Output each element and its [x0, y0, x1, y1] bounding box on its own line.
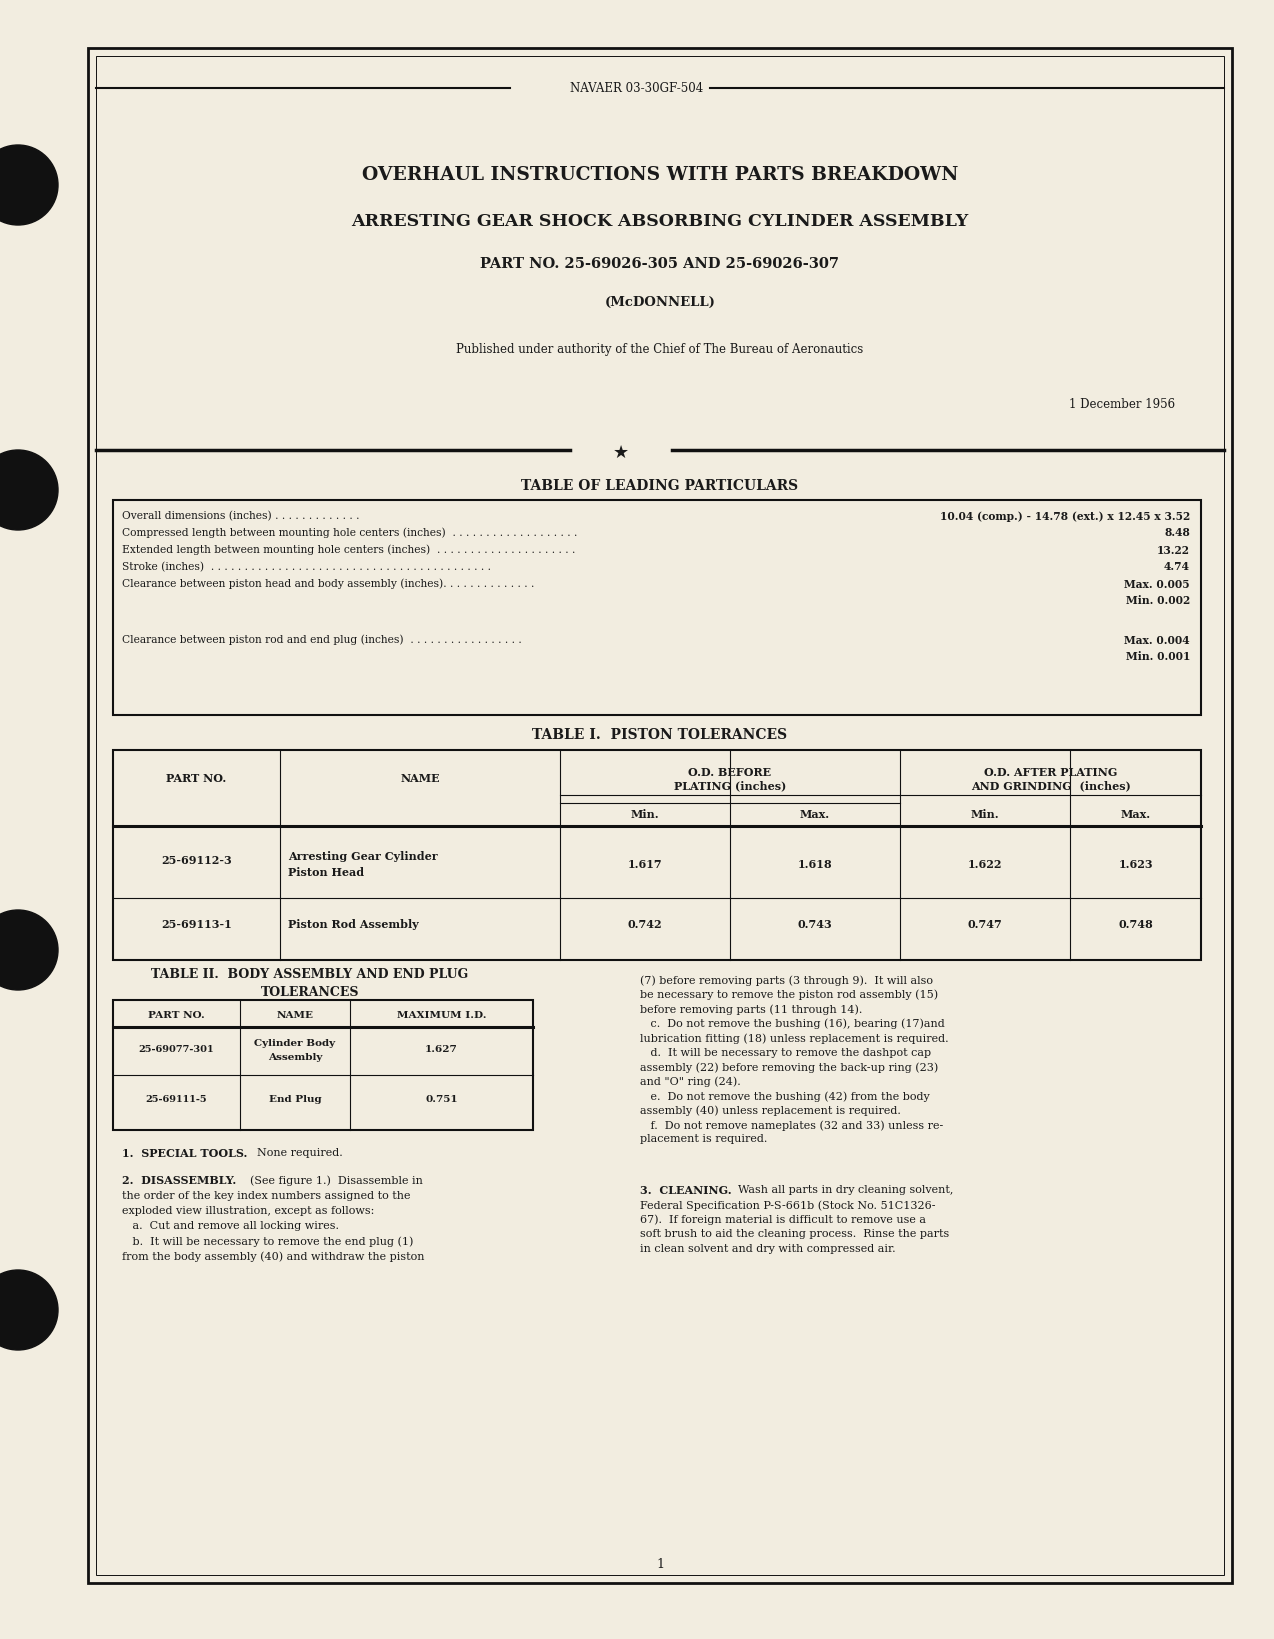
Text: 1: 1: [656, 1559, 664, 1572]
Text: 1 December 1956: 1 December 1956: [1069, 398, 1175, 411]
Text: 25-69112-3: 25-69112-3: [161, 854, 232, 865]
Text: ARRESTING GEAR SHOCK ABSORBING CYLINDER ASSEMBLY: ARRESTING GEAR SHOCK ABSORBING CYLINDER …: [352, 213, 968, 231]
Text: (McDONNELL): (McDONNELL): [605, 295, 716, 308]
Text: ★: ★: [613, 444, 629, 462]
Text: Max.: Max.: [800, 808, 831, 820]
Text: 1.622: 1.622: [968, 859, 1003, 870]
Circle shape: [0, 144, 59, 225]
Text: Extended length between mounting hole centers (inches)  . . . . . . . . . . . . : Extended length between mounting hole ce…: [122, 544, 576, 556]
Text: and "O" ring (24).: and "O" ring (24).: [640, 1077, 740, 1087]
Text: TABLE OF LEADING PARTICULARS: TABLE OF LEADING PARTICULARS: [521, 479, 799, 493]
Text: TOLERANCES: TOLERANCES: [261, 985, 359, 998]
Text: 1.617: 1.617: [628, 859, 662, 870]
Text: 13.22: 13.22: [1157, 544, 1190, 556]
Text: 3.  CLEANING.: 3. CLEANING.: [640, 1185, 731, 1196]
Text: 0.751: 0.751: [426, 1095, 457, 1105]
Text: AND GRINDING  (inches): AND GRINDING (inches): [971, 780, 1130, 792]
Text: the order of the key index numbers assigned to the: the order of the key index numbers assig…: [122, 1192, 410, 1201]
Bar: [113, 1000, 533, 1129]
Text: (See figure 1.)  Disassemble in: (See figure 1.) Disassemble in: [250, 1175, 423, 1185]
Text: Stroke (inches)  . . . . . . . . . . . . . . . . . . . . . . . . . . . . . . . .: Stroke (inches) . . . . . . . . . . . . …: [122, 562, 490, 572]
Text: Max.: Max.: [1120, 808, 1150, 820]
Text: NAME: NAME: [276, 1011, 313, 1021]
Text: 67).  If foreign material is difficult to remove use a: 67). If foreign material is difficult to…: [640, 1214, 926, 1224]
Text: End Plug: End Plug: [269, 1095, 321, 1105]
Text: (7) before removing parts (3 through 9).  It will also: (7) before removing parts (3 through 9).…: [640, 975, 933, 985]
Text: assembly (40) unless replacement is required.: assembly (40) unless replacement is requ…: [640, 1105, 901, 1116]
Text: e.  Do not remove the bushing (42) from the body: e. Do not remove the bushing (42) from t…: [640, 1092, 930, 1101]
Text: Max. 0.005: Max. 0.005: [1125, 579, 1190, 590]
Text: lubrication fitting (18) unless replacement is required.: lubrication fitting (18) unless replacem…: [640, 1033, 949, 1044]
Text: 0.747: 0.747: [968, 918, 1003, 929]
Text: 10.04 (comp.) - 14.78 (ext.) x 12.45 x 3.52: 10.04 (comp.) - 14.78 (ext.) x 12.45 x 3…: [940, 510, 1190, 521]
Text: NAME: NAME: [400, 774, 440, 785]
Bar: [96, 56, 1224, 1575]
Text: 25-69111-5: 25-69111-5: [145, 1095, 208, 1105]
Text: 2.  DISASSEMBLY.: 2. DISASSEMBLY.: [122, 1175, 236, 1187]
Text: d.  It will be necessary to remove the dashpot cap: d. It will be necessary to remove the da…: [640, 1047, 931, 1057]
Text: Published under authority of the Chief of The Bureau of Aeronautics: Published under authority of the Chief o…: [456, 344, 864, 357]
Text: 0.748: 0.748: [1119, 918, 1153, 929]
Text: soft brush to aid the cleaning process.  Rinse the parts: soft brush to aid the cleaning process. …: [640, 1229, 949, 1239]
Text: Arresting Gear Cylinder: Arresting Gear Cylinder: [288, 852, 438, 862]
Text: Min. 0.002: Min. 0.002: [1126, 595, 1190, 605]
Text: c.  Do not remove the bushing (16), bearing (17)and: c. Do not remove the bushing (16), beari…: [640, 1018, 945, 1029]
Text: None required.: None required.: [257, 1147, 343, 1159]
Text: before removing parts (11 through 14).: before removing parts (11 through 14).: [640, 1005, 862, 1015]
Text: Max. 0.004: Max. 0.004: [1125, 634, 1190, 646]
Text: PLATING (inches): PLATING (inches): [674, 780, 786, 792]
Text: 25-69077-301: 25-69077-301: [139, 1046, 214, 1054]
Circle shape: [0, 451, 59, 529]
Text: Piston Head: Piston Head: [288, 867, 364, 879]
Text: in clean solvent and dry with compressed air.: in clean solvent and dry with compressed…: [640, 1244, 896, 1254]
Text: be necessary to remove the piston rod assembly (15): be necessary to remove the piston rod as…: [640, 990, 938, 1000]
Text: TABLE I.  PISTON TOLERANCES: TABLE I. PISTON TOLERANCES: [533, 728, 787, 742]
Text: Federal Specification P-S-661b (Stock No. 51C1326-: Federal Specification P-S-661b (Stock No…: [640, 1200, 935, 1211]
Text: O.D. AFTER PLATING: O.D. AFTER PLATING: [984, 767, 1117, 777]
Text: O.D. BEFORE: O.D. BEFORE: [688, 767, 772, 777]
Text: OVERHAUL INSTRUCTIONS WITH PARTS BREAKDOWN: OVERHAUL INSTRUCTIONS WITH PARTS BREAKDO…: [362, 166, 958, 184]
Text: TABLE II.  BODY ASSEMBLY AND END PLUG: TABLE II. BODY ASSEMBLY AND END PLUG: [152, 969, 469, 982]
Text: 0.742: 0.742: [628, 918, 662, 929]
Text: Assembly: Assembly: [268, 1052, 322, 1062]
Text: Clearance between piston head and body assembly (inches). . . . . . . . . . . . : Clearance between piston head and body a…: [122, 579, 534, 590]
Text: MAXIMUM I.D.: MAXIMUM I.D.: [396, 1011, 487, 1021]
Text: 1.627: 1.627: [426, 1046, 457, 1054]
Text: Cylinder Body: Cylinder Body: [255, 1039, 335, 1047]
Text: 4.74: 4.74: [1164, 562, 1190, 572]
Text: Piston Rod Assembly: Piston Rod Assembly: [288, 918, 419, 929]
Text: Compressed length between mounting hole centers (inches)  . . . . . . . . . . . : Compressed length between mounting hole …: [122, 528, 577, 538]
Text: 25-69113-1: 25-69113-1: [161, 918, 232, 929]
Circle shape: [0, 1270, 59, 1351]
Text: b.  It will be necessary to remove the end plug (1): b. It will be necessary to remove the en…: [122, 1236, 413, 1247]
Circle shape: [0, 910, 59, 990]
Bar: [88, 48, 1232, 1583]
Text: 1.618: 1.618: [798, 859, 832, 870]
Text: Min.: Min.: [971, 808, 999, 820]
Text: PART NO. 25-69026-305 AND 25-69026-307: PART NO. 25-69026-305 AND 25-69026-307: [480, 257, 840, 270]
Bar: [113, 751, 1201, 960]
Text: PART NO.: PART NO.: [148, 1011, 205, 1021]
Text: NAVAER 03-30GF-504: NAVAER 03-30GF-504: [571, 82, 703, 95]
Text: 8.48: 8.48: [1164, 528, 1190, 539]
Text: 0.743: 0.743: [798, 918, 832, 929]
Text: placement is required.: placement is required.: [640, 1134, 767, 1144]
Text: assembly (22) before removing the back-up ring (23): assembly (22) before removing the back-u…: [640, 1062, 938, 1072]
Text: 1.623: 1.623: [1119, 859, 1153, 870]
Bar: [113, 500, 1201, 715]
Text: PART NO.: PART NO.: [167, 774, 227, 785]
Text: Min.: Min.: [631, 808, 660, 820]
Text: from the body assembly (40) and withdraw the piston: from the body assembly (40) and withdraw…: [122, 1251, 424, 1262]
Text: a.  Cut and remove all locking wires.: a. Cut and remove all locking wires.: [122, 1221, 339, 1231]
Text: exploded view illustration, except as follows:: exploded view illustration, except as fo…: [122, 1206, 375, 1216]
Text: Clearance between piston rod and end plug (inches)  . . . . . . . . . . . . . . : Clearance between piston rod and end plu…: [122, 634, 522, 646]
Text: Min. 0.001: Min. 0.001: [1126, 651, 1190, 662]
Text: 1.  SPECIAL TOOLS.: 1. SPECIAL TOOLS.: [122, 1147, 247, 1159]
Text: Wash all parts in dry cleaning solvent,: Wash all parts in dry cleaning solvent,: [738, 1185, 953, 1195]
Text: f.  Do not remove nameplates (32 and 33) unless re-: f. Do not remove nameplates (32 and 33) …: [640, 1119, 943, 1131]
Text: Overall dimensions (inches) . . . . . . . . . . . . .: Overall dimensions (inches) . . . . . . …: [122, 511, 359, 521]
